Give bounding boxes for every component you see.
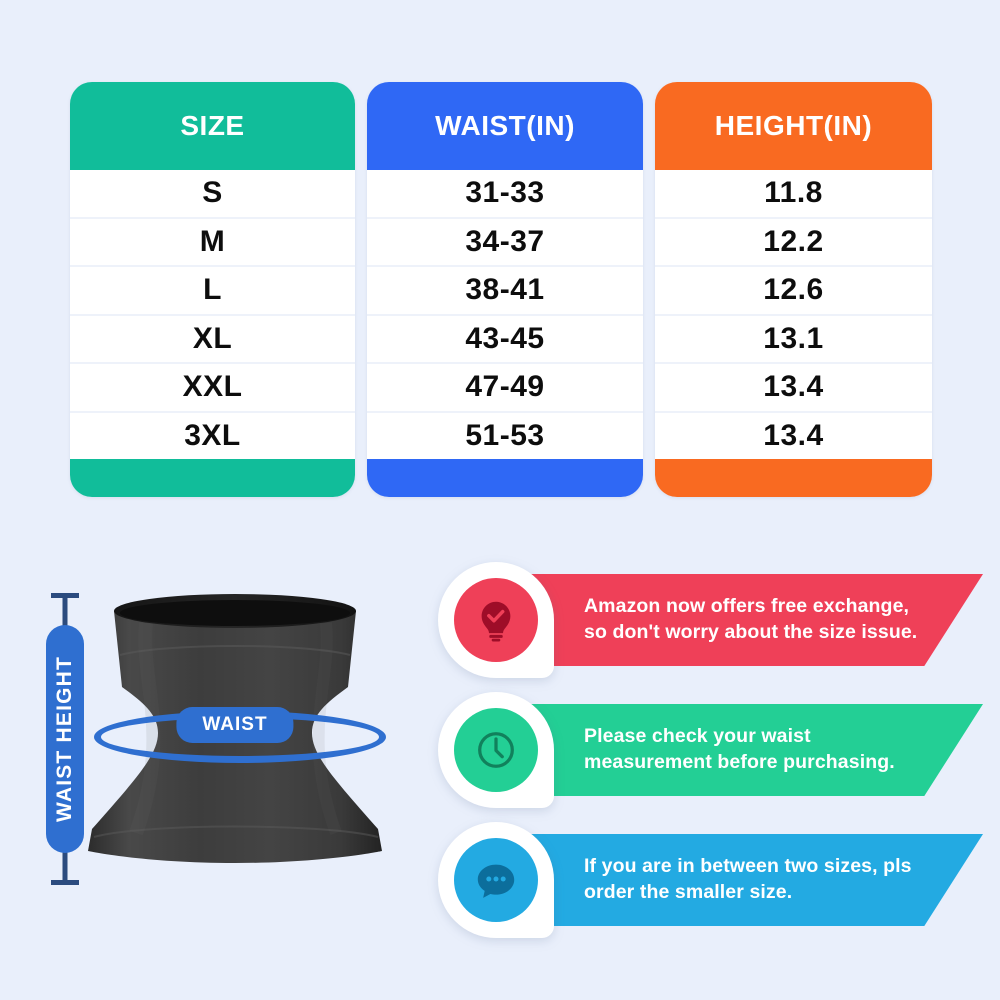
size-chart-column-height: HEIGHT(IN) 11.8 12.2 12.6 13.1 13.4 13.4 — [655, 82, 932, 497]
column-header-size: SIZE — [70, 82, 355, 170]
table-cell: 38-41 — [367, 267, 643, 316]
size-chart-column-size: SIZE S M L XL XXL 3XL — [70, 82, 355, 497]
product-illustration: WAIST HEIGHT — [18, 565, 418, 975]
waist-label-badge: WAIST — [176, 707, 294, 743]
callout-card-measure: Please check your waist measurement befo… — [438, 692, 983, 808]
waist-trainer-belt-image: WAIST — [76, 583, 394, 873]
table-cell: XL — [70, 315, 355, 364]
table-cell: 13.1 — [655, 315, 932, 364]
column-header-waist: WAIST(IN) — [367, 82, 643, 170]
table-cell: 3XL — [70, 412, 355, 459]
callout-card-exchange: Amazon now offers free exchange, so don'… — [438, 562, 983, 678]
callout-badge — [438, 822, 554, 938]
callout-banner: Amazon now offers free exchange, so don'… — [494, 574, 983, 666]
table-cell: M — [70, 218, 355, 267]
clock-icon — [478, 732, 514, 768]
callout-banner: If you are in between two sizes, pls ord… — [494, 834, 983, 926]
column-header-height: HEIGHT(IN) — [655, 82, 932, 170]
waist-height-measure-gauge: WAIST HEIGHT — [44, 593, 86, 885]
table-cell: 34-37 — [367, 218, 643, 267]
column-body-waist: 31-33 34-37 38-41 43-45 47-49 51-53 — [367, 170, 643, 459]
callout-text: If you are in between two sizes, pls ord… — [584, 855, 912, 903]
waist-height-label-pill: WAIST HEIGHT — [46, 625, 84, 853]
badge-disc — [454, 708, 538, 792]
table-cell: 13.4 — [655, 364, 932, 413]
table-cell: 43-45 — [367, 315, 643, 364]
callout-text: Amazon now offers free exchange, so don'… — [584, 595, 918, 643]
column-footer-waist — [367, 459, 643, 497]
badge-disc — [454, 838, 538, 922]
callout-badge — [438, 692, 554, 808]
gauge-cap-top — [51, 593, 79, 598]
chat-bubble-dots-icon — [477, 864, 515, 898]
table-cell: 13.4 — [655, 412, 932, 459]
callout-badge — [438, 562, 554, 678]
table-cell: 47-49 — [367, 364, 643, 413]
badge-disc — [454, 578, 538, 662]
table-cell: L — [70, 267, 355, 316]
info-callout-list: Amazon now offers free exchange, so don'… — [438, 562, 983, 962]
table-cell: XXL — [70, 364, 355, 413]
waist-height-label-text: WAIST HEIGHT — [53, 655, 77, 823]
table-cell: 11.8 — [655, 170, 932, 219]
size-chart-column-waist: WAIST(IN) 31-33 34-37 38-41 43-45 47-49 … — [367, 82, 643, 497]
table-cell: 31-33 — [367, 170, 643, 219]
table-cell: 12.6 — [655, 267, 932, 316]
size-chart-table: SIZE S M L XL XXL 3XL WAIST(IN) 31-33 34… — [70, 82, 932, 497]
callout-banner: Please check your waist measurement befo… — [494, 704, 983, 796]
lightbulb-check-icon — [481, 601, 511, 642]
column-footer-height — [655, 459, 932, 497]
table-cell: S — [70, 170, 355, 219]
column-footer-size — [70, 459, 355, 497]
table-cell: 12.2 — [655, 218, 932, 267]
callout-card-sizing: If you are in between two sizes, pls ord… — [438, 822, 983, 938]
callout-text: Please check your waist measurement befo… — [584, 725, 895, 773]
table-cell: 51-53 — [367, 412, 643, 459]
column-body-size: S M L XL XXL 3XL — [70, 170, 355, 459]
gauge-cap-bottom — [51, 880, 79, 885]
column-body-height: 11.8 12.2 12.6 13.1 13.4 13.4 — [655, 170, 932, 459]
